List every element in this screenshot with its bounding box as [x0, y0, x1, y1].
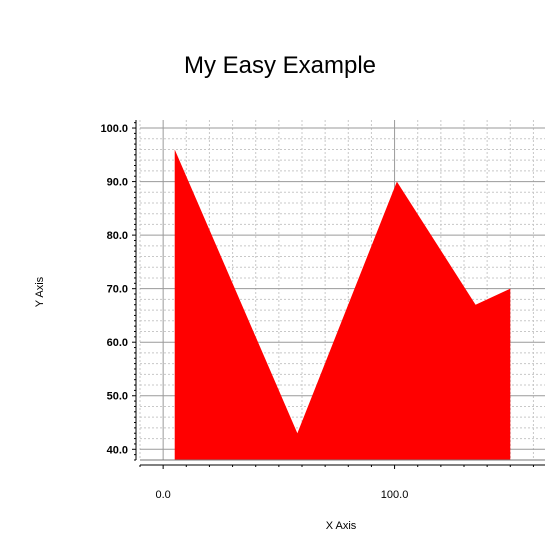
y-tick-label: 60.0: [107, 337, 128, 349]
y-tick-label: 70.0: [107, 284, 128, 296]
series-area-0: [174, 149, 511, 460]
y-axis-title: Y Axis: [34, 276, 46, 307]
tick-labels: 40.0 50.0 60.0 70.0 80.0 90.0 100.0 0.0 100.0: [100, 123, 408, 501]
chart-title: My Easy Example: [183, 52, 377, 79]
x-axis-title: X Axis: [326, 520, 357, 532]
y-tick-label: 40.0: [107, 444, 128, 456]
y-tick-label: 100.0: [100, 123, 128, 135]
y-tick-label: 50.0: [107, 391, 128, 403]
axes: [132, 120, 545, 469]
y-tick-label: 80.0: [107, 230, 128, 242]
series-layer: [174, 149, 511, 460]
x-tick-label: 100.0: [381, 489, 409, 501]
y-tick-label: 90.0: [107, 177, 128, 189]
x-tick-label: 0.0: [155, 489, 170, 501]
